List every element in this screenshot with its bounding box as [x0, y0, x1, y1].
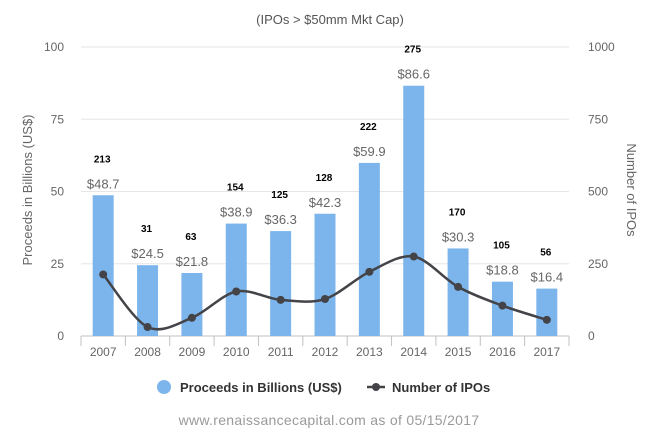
legend-proceeds-marker	[157, 380, 171, 394]
legend-proceeds-label: Proceeds in Billions (US$)	[180, 380, 342, 395]
x-tick-label: 2012	[312, 345, 339, 359]
bar	[181, 272, 203, 336]
x-tick-label: 2017	[533, 345, 560, 359]
ipo-count-label: 31	[141, 224, 153, 235]
ipo-point	[276, 295, 285, 304]
bar	[92, 195, 114, 336]
bar-value-label: $30.3	[442, 229, 475, 244]
bar	[536, 288, 558, 336]
bar-value-label: $86.6	[397, 67, 430, 82]
y-right-tick-label: 250	[588, 257, 608, 271]
data-labels: $48.7 $24.5 $21.8 $38.9 $36.3 $42.3 $59.9 $86.6…	[87, 45, 563, 285]
bar	[403, 85, 425, 336]
ipo-point	[99, 270, 108, 279]
gridlines	[81, 46, 569, 337]
bar	[358, 162, 380, 336]
y-right-tick-label: 1000	[588, 40, 615, 54]
x-tick-label: 2015	[445, 345, 472, 359]
x-tick-label: 2009	[179, 345, 206, 359]
y-left-tick-label: 25	[51, 257, 65, 271]
bar	[447, 248, 469, 336]
x-tick-label: 2010	[223, 345, 250, 359]
bars	[92, 85, 558, 336]
y-right-axis-title: Number of IPOs	[624, 143, 639, 237]
ipo-count-label: 56	[540, 248, 552, 259]
ipo-point	[454, 282, 463, 291]
bar	[314, 213, 336, 336]
bar-value-label: $21.8	[176, 254, 209, 269]
bar-value-label: $36.3	[264, 212, 297, 227]
bar-value-label: $48.7	[87, 176, 120, 191]
ipo-count-label: 63	[185, 232, 197, 243]
ipo-count-label: 213	[94, 154, 111, 165]
bar-value-label: $16.4	[531, 270, 564, 285]
y-left-tick-label: 0	[57, 329, 64, 343]
ipo-count-label: 128	[316, 173, 333, 184]
x-tick-label: 2014	[400, 345, 427, 359]
ipo-count-label: 154	[227, 183, 244, 194]
bar-value-label: $18.8	[486, 263, 519, 278]
ipo-point	[542, 315, 551, 324]
ipo-point	[498, 301, 507, 310]
bar-value-label: $24.5	[131, 246, 164, 261]
chart-subtitle: (IPOs > $50mm Mkt Cap)	[256, 12, 404, 27]
y-left-tick-label: 50	[51, 185, 65, 199]
ipo-count-label: 275	[404, 45, 421, 56]
y-left-axis-title: Proceeds in Billions (US$)	[20, 114, 35, 265]
legend: Proceeds in Billions (US$) Number of IPO…	[157, 380, 490, 395]
ipo-line	[99, 252, 551, 332]
ipo-point	[321, 295, 329, 304]
bar-value-label: $42.3	[309, 195, 342, 210]
y-right-tick-label: 500	[588, 185, 608, 199]
ipo-point	[187, 313, 196, 322]
x-tick-label: 2007	[90, 345, 117, 359]
y-left-tick-label: 75	[51, 112, 65, 126]
x-tick-label: 2011	[268, 345, 294, 359]
x-tick-label: 2016	[489, 345, 516, 359]
ipo-point	[232, 287, 241, 296]
ipo-point	[409, 252, 418, 261]
ipo-point	[365, 267, 374, 276]
x-tick-label: 2008	[134, 345, 161, 359]
footer-source: www.renaissancecapital.com as of 05/15/2…	[178, 412, 480, 428]
bar	[137, 265, 159, 336]
ipo-count-label: 170	[449, 207, 466, 218]
legend-ipos-dot-marker	[372, 383, 380, 391]
legend-ipos-label: Number of IPOs	[392, 380, 490, 395]
ipo-count-label: 125	[271, 190, 288, 201]
y-right-tick-label: 750	[588, 112, 608, 126]
ipo-point	[143, 323, 152, 332]
x-tick-label: 2013	[356, 345, 383, 359]
bar-value-label: $59.9	[353, 144, 386, 159]
bar	[225, 223, 247, 336]
ipo-count-label: 222	[360, 122, 377, 133]
y-right-tick-label: 0	[588, 329, 595, 343]
bar	[270, 231, 292, 336]
bar-value-label: $38.9	[220, 205, 253, 220]
y-left-tick-label: 100	[44, 40, 64, 54]
ipo-count-label: 105	[493, 241, 510, 252]
